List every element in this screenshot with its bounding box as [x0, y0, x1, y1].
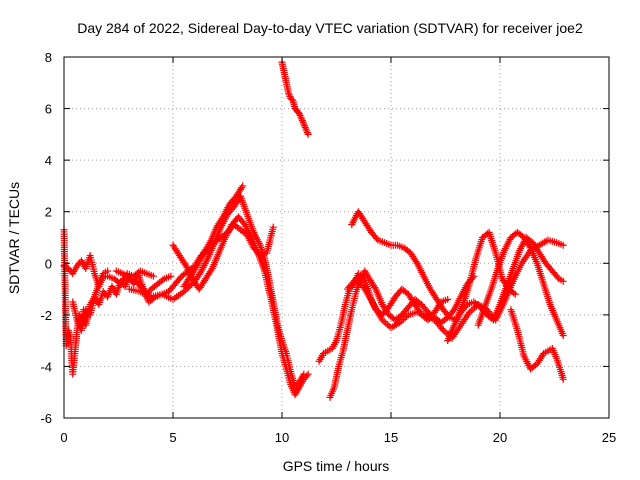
data-point — [269, 223, 277, 231]
y-tick-label: 2 — [45, 205, 52, 220]
data-point — [218, 215, 226, 223]
data-point — [295, 110, 303, 118]
data-point — [559, 241, 567, 249]
data-point — [298, 115, 306, 123]
data-point — [438, 325, 446, 333]
data-point — [288, 96, 296, 104]
data-point — [124, 273, 132, 281]
axis-ticks: 0 5 10 15 20 25 -6 -4 -2 0 2 4 6 8 — [40, 50, 616, 445]
data-point — [159, 276, 167, 284]
plot-frame — [63, 56, 610, 419]
data-point — [303, 372, 311, 380]
data-point — [285, 91, 293, 99]
series-track-h — [278, 58, 312, 138]
data-point — [301, 123, 309, 131]
y-tick-label: 4 — [45, 153, 52, 168]
x-tick-label: 25 — [602, 430, 616, 445]
data-point — [167, 272, 175, 280]
data-point — [149, 272, 157, 280]
data-point — [186, 282, 194, 290]
data-point — [371, 283, 379, 291]
data-point — [185, 283, 193, 291]
data-point — [304, 370, 312, 378]
y-tick-label: 6 — [45, 102, 52, 117]
data-point — [207, 266, 215, 274]
y-tick-label: -4 — [40, 359, 52, 374]
data-points — [60, 58, 567, 401]
data-point — [303, 127, 311, 135]
data-point — [559, 375, 567, 383]
data-point — [146, 287, 154, 295]
data-point — [301, 122, 309, 130]
data-point — [444, 295, 452, 303]
series-track-n — [474, 228, 567, 339]
data-point — [239, 182, 247, 190]
data-point — [559, 277, 567, 285]
data-point — [285, 89, 293, 97]
data-point — [238, 184, 246, 192]
data-point — [412, 258, 420, 266]
series-track-c — [69, 270, 175, 334]
x-tick-label: 15 — [384, 430, 398, 445]
data-point — [181, 260, 189, 268]
y-tick-label: -2 — [40, 308, 52, 323]
data-point — [192, 264, 200, 272]
data-point — [298, 117, 306, 125]
data-point — [302, 125, 310, 133]
series-track-f — [169, 213, 312, 399]
data-point — [511, 290, 519, 298]
data-point — [299, 118, 307, 126]
data-point — [304, 130, 312, 138]
series-track-o — [507, 306, 567, 383]
x-tick-label: 0 — [60, 430, 67, 445]
data-point — [510, 289, 518, 297]
x-axis-label: GPS time / hours — [283, 458, 390, 474]
data-point — [359, 283, 367, 291]
series-track-g — [180, 182, 247, 290]
data-point — [296, 111, 304, 119]
y-tick-label: -6 — [40, 411, 52, 426]
x-tick-label: 5 — [169, 430, 176, 445]
data-point — [205, 240, 213, 248]
y-tick-label: 0 — [45, 256, 52, 271]
series-track-a — [60, 226, 112, 378]
x-tick-label: 10 — [275, 430, 289, 445]
data-point — [401, 314, 409, 322]
data-point — [525, 242, 533, 250]
chart-title: Day 284 of 2022, Sidereal Day-to-day VTE… — [77, 20, 583, 36]
series-track-m — [444, 234, 567, 345]
data-point — [300, 120, 308, 128]
y-tick-label: 8 — [45, 50, 52, 65]
data-point — [382, 319, 390, 327]
data-point — [196, 269, 204, 277]
data-point — [303, 129, 311, 137]
y-axis-label: SDTVAR / TECUs — [6, 182, 22, 294]
data-point — [297, 113, 305, 121]
data-point — [539, 351, 547, 359]
data-point — [559, 331, 567, 339]
x-tick-label: 20 — [493, 430, 507, 445]
